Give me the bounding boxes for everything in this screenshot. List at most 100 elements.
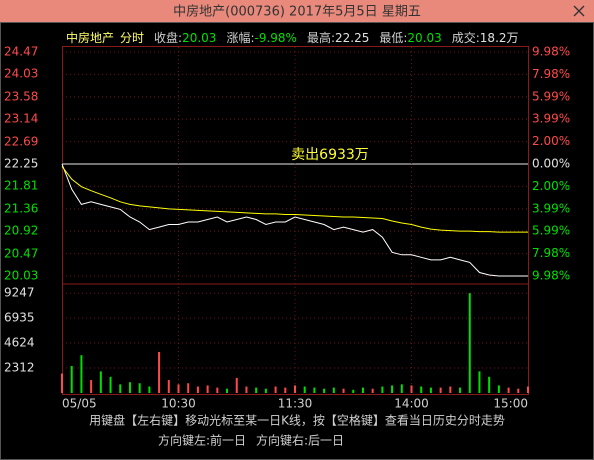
close-button[interactable] <box>568 2 590 20</box>
stat-value: 20.03 <box>407 31 441 45</box>
volume-bar <box>274 386 277 393</box>
y-tick-label: 21.36 <box>4 201 38 215</box>
volume-bar <box>468 293 471 393</box>
nav-left: 方向键左:前一日 <box>158 433 246 448</box>
stat-label: 收盘: <box>154 30 182 45</box>
window-title: 中房地产(000736) 2017年5月5日 星期五 <box>173 4 421 20</box>
volume-bar <box>429 387 432 393</box>
volume-bar <box>342 388 345 393</box>
y-tick-label: 23.58 <box>4 89 38 103</box>
y2-tick-label: 3.99% <box>532 201 570 215</box>
stat-value: 22.25 <box>335 31 369 45</box>
volume-bar <box>80 355 83 393</box>
footer-hint: 用键盘【左右键】移动光标至某一日K线，按【空格键】查看当日历史分时走势 <box>89 413 505 428</box>
y-tick-label: 22.25 <box>4 157 38 171</box>
y2-tick-label: 5.99% <box>532 89 570 103</box>
volume-bar <box>284 387 287 393</box>
volume-bar <box>478 371 481 393</box>
volume-bar <box>177 384 180 393</box>
volume-bar <box>410 385 413 393</box>
volume-bar <box>361 387 364 393</box>
y2-tick-label: 3.99% <box>532 112 570 126</box>
stat-value: -9.98% <box>254 31 296 45</box>
volume-bar <box>148 386 151 393</box>
volume-bar <box>206 385 209 393</box>
volume-tick-label: 6935 <box>4 311 35 325</box>
volume-bar <box>400 384 403 393</box>
volume-bar <box>497 385 500 393</box>
stat-label: 成交: <box>452 30 480 45</box>
volume-bar <box>61 373 63 393</box>
volume-bar <box>294 385 296 393</box>
volume-bar <box>235 377 238 393</box>
volume-bar <box>488 376 491 393</box>
average-line <box>61 166 528 233</box>
volume-bar <box>138 383 141 393</box>
x-tick-label: 10:30 <box>161 397 196 411</box>
volume-bar <box>187 383 190 393</box>
y2-tick-label: 5.99% <box>532 224 570 238</box>
volume-bar <box>255 387 258 393</box>
y-tick-label: 23.14 <box>4 112 38 126</box>
volume-tick-label: 4624 <box>4 336 35 350</box>
volume-bar <box>459 387 462 393</box>
y-tick-label: 21.81 <box>4 179 38 193</box>
y-tick-label: 24.47 <box>4 45 38 59</box>
volume-tick-label: 2312 <box>4 361 35 375</box>
stock-name: 中房地产 <box>66 30 114 45</box>
y2-tick-label: 7.98% <box>532 67 570 81</box>
volume-bar <box>196 386 199 393</box>
stat-value: 20.03 <box>182 31 216 45</box>
volume-bar <box>323 388 326 393</box>
volume-bar <box>507 387 510 393</box>
volume-bar <box>158 351 161 393</box>
volume-bar <box>371 388 374 393</box>
plot-border <box>62 46 529 395</box>
volume-bar <box>109 376 112 393</box>
volume-bar <box>90 380 93 393</box>
y2-tick-label: 2.00% <box>532 179 570 193</box>
volume-bar <box>449 386 452 393</box>
y-tick-label: 24.03 <box>4 67 38 81</box>
volume-bar <box>216 387 219 393</box>
price-line <box>61 163 528 277</box>
y2-tick-label: 2.00% <box>532 134 570 148</box>
y2-tick-label: 7.98% <box>532 246 570 260</box>
volume-bar <box>332 387 335 393</box>
x-tick-label: 14:00 <box>394 397 429 411</box>
volume-bar <box>264 388 267 393</box>
volume-bar <box>381 386 384 393</box>
y-tick-label: 20.03 <box>4 269 38 283</box>
volume-bar <box>128 382 131 393</box>
x-tick-label: 15:00 <box>493 397 528 411</box>
volume-bar <box>391 385 394 393</box>
volume-bar <box>167 380 170 393</box>
info-row: 中房地产 分时 收盘:20.03 涨幅:-9.98% 最高:22.25 最低:20.03 成… <box>66 30 519 45</box>
x-tick-label: 11:30 <box>278 397 313 411</box>
chart-frame <box>0 22 594 460</box>
stat-label: 涨幅: <box>226 30 254 45</box>
y2-tick-label: 9.98% <box>532 269 570 283</box>
volume-bar <box>439 387 442 393</box>
volume-bar <box>313 387 316 393</box>
y2-tick-label: 9.98% <box>532 45 570 59</box>
y-tick-label: 20.47 <box>4 246 38 260</box>
stat-label: 最高: <box>307 30 335 45</box>
volume-tick-label: 9247 <box>4 286 35 300</box>
x-tick-label: 05/05 <box>62 397 97 411</box>
annotation: 卖出6933万 <box>291 147 369 163</box>
stat-label: 最低: <box>379 31 407 45</box>
volume-bar <box>303 386 306 393</box>
nav-right: 方向键右:后一日 <box>256 433 344 448</box>
volume-bar <box>517 388 520 393</box>
volume-bar <box>226 388 229 393</box>
volume-bar <box>70 366 73 393</box>
volume-bar <box>99 371 102 393</box>
volume-bar <box>245 386 248 393</box>
volume-bar <box>527 386 529 393</box>
y-tick-label: 20.92 <box>4 224 38 238</box>
stat-value: 18.2万 <box>480 31 519 45</box>
period: 分时 <box>120 31 144 45</box>
